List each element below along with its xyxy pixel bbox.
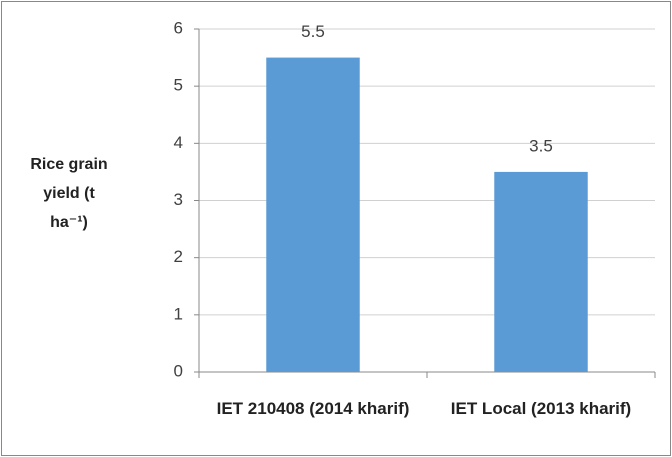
y-axis-label-line: yield (t: [43, 185, 95, 202]
y-tick-label: 2: [174, 247, 183, 266]
data-label: 5.5: [301, 22, 325, 41]
y-tick-label: 6: [174, 18, 183, 37]
y-axis-label-line: Rice grain: [30, 156, 108, 173]
bar: [266, 57, 360, 372]
y-tick-label: 3: [174, 190, 183, 209]
x-tick-label: IET Local (2013 kharif): [450, 399, 632, 418]
x-tick-label: IET 210408 (2014 kharif): [216, 399, 410, 418]
y-tick-label: 0: [174, 361, 183, 380]
data-label: 3.5: [529, 136, 553, 155]
bar: [494, 171, 588, 372]
y-axis-label-line: ha⁻¹): [50, 214, 88, 231]
y-tick-label: 4: [174, 133, 183, 152]
y-axis-label: Rice grain yield (t ha⁻¹): [14, 150, 124, 237]
y-tick-label: 5: [174, 76, 183, 95]
y-tick-label: 1: [174, 304, 183, 323]
